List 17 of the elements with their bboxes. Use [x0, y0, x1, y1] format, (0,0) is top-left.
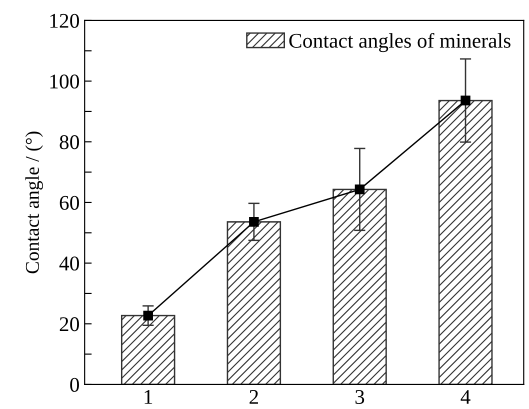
point	[143, 310, 153, 320]
y-tick-label: 20	[60, 317, 79, 332]
y-tick-label: 100	[50, 74, 79, 89]
legend-label: Contact angles of minerals	[289, 32, 510, 52]
point	[460, 96, 470, 106]
x-tick-label: 4	[460, 390, 470, 404]
point	[249, 217, 259, 227]
y-tick-label: 120	[50, 14, 79, 28]
x-tick-label: 2	[250, 390, 258, 404]
y-tick-label: 80	[60, 135, 79, 150]
x-tick-label: 1	[144, 390, 152, 404]
point	[354, 184, 365, 194]
y-axis-title: Contact angle / (°)	[25, 132, 43, 274]
y-tick-label: 0	[70, 378, 79, 392]
y-tick-label: 40	[59, 256, 79, 271]
x-tick-label: 3	[356, 390, 364, 404]
y-tick-label: 60	[60, 196, 79, 210]
